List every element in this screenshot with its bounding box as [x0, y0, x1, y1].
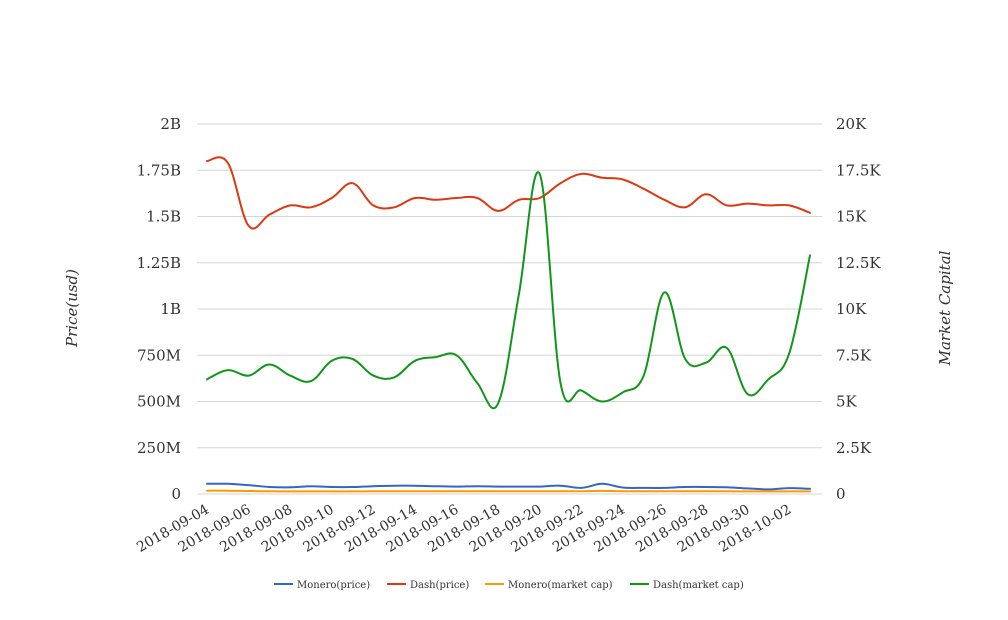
right-tick-label: 17.5K [836, 161, 881, 179]
right-tick-label: 12.5K [836, 254, 881, 272]
left-tick-label: 500M [137, 393, 181, 411]
left-tick-label: 1.75B [137, 161, 181, 179]
left-tick-label: 1.25B [137, 254, 181, 272]
legend-label-monero-market-cap: Monero(market cap) [508, 580, 613, 591]
left-tick-label: 1.5B [146, 208, 181, 226]
series-line-dash-price [206, 156, 811, 230]
left-tick-label: 0 [171, 485, 181, 503]
legend-label-monero-price: Monero(price) [297, 580, 370, 591]
right-tick-label: 7.5K [836, 346, 872, 364]
legend: Monero(price) Dash(price) Monero(market ca… [274, 580, 744, 591]
series-lines [206, 156, 811, 493]
right-tick-label: 0 [836, 485, 846, 503]
left-axis-title: Price(usd) [63, 269, 81, 348]
grid-lines [197, 123, 822, 495]
right-axis-ticks: 0 2.5K 5K 7.5K 10K 12.5K 15K 17.5K 20K [836, 115, 881, 503]
right-tick-label: 20K [836, 115, 867, 133]
left-tick-label: 750M [137, 346, 181, 364]
legend-label-dash-price: Dash(price) [410, 580, 469, 591]
left-tick-label: 1B [160, 300, 181, 318]
right-tick-label: 2.5K [836, 439, 872, 457]
right-tick-label: 10K [836, 300, 867, 318]
left-tick-label: 2B [160, 115, 181, 133]
right-tick-label: 5K [836, 393, 858, 411]
series-line-monero-price [206, 482, 811, 491]
series-line-monero-market-cap [206, 489, 811, 493]
legend-label-dash-market-cap: Dash(market cap) [653, 580, 744, 591]
left-axis-ticks: 0 250M 500M 750M 1B 1.25B 1.5B 1.75B 2B [137, 115, 181, 503]
right-tick-label: 15K [836, 208, 867, 226]
x-axis-ticks: 2018-09-042018-09-062018-09-082018-09-10… [134, 502, 794, 556]
series-line-dash-market-cap [206, 171, 811, 410]
right-axis-title: Market Capital [936, 250, 954, 366]
left-tick-label: 250M [137, 439, 181, 457]
